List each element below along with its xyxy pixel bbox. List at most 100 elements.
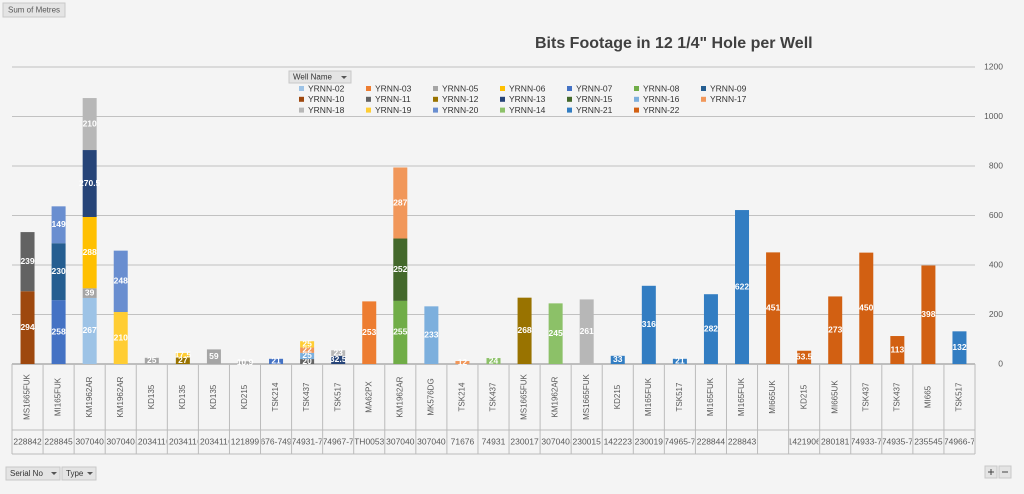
data-label: 316 [642, 319, 656, 329]
legend-label: YRNN-19 [375, 105, 412, 115]
data-label: 20 [302, 356, 312, 366]
bar-segment [797, 350, 812, 364]
legend-label: YRNN-18 [308, 105, 345, 115]
y-tick-label: 400 [989, 259, 1003, 269]
data-label: 294 [20, 322, 34, 332]
row-field-button[interactable]: Type [61, 466, 97, 481]
x-group-label: 13070408 [537, 436, 575, 446]
x-tick-label: TSK517 [955, 382, 964, 411]
data-label: 398 [921, 309, 935, 319]
bar-segment [735, 210, 750, 364]
data-label: 22 [302, 344, 312, 354]
bar-segment [20, 232, 35, 292]
data-label: 230 [52, 266, 66, 276]
x-group-label: 228845 [44, 436, 73, 446]
chart-title: Bits Footage in 12 1/4" Hole per Well [535, 35, 813, 52]
x-tick-label: KM1962AR [116, 376, 125, 417]
bar-segment [455, 361, 470, 364]
x-tick-label: MA62PX [364, 381, 373, 413]
x-group-label: 121899 [231, 436, 260, 446]
data-label: 149 [52, 219, 66, 229]
bar-segment [486, 358, 501, 364]
x-tick-label: TSK437 [489, 382, 498, 411]
data-label: 210 [114, 332, 128, 342]
data-label: 10.9 [237, 357, 254, 367]
x-group-label: 74931 [482, 436, 506, 446]
button-bg [61, 466, 97, 481]
bar-segment [269, 358, 284, 364]
bar-segment [952, 331, 967, 364]
legend-swatch [366, 86, 371, 91]
x-group-label: 13070408 [381, 436, 419, 446]
x-group-label: 228843 [728, 436, 757, 446]
bar-segment [517, 297, 532, 364]
bar-segment [393, 167, 408, 239]
bar-segment [362, 301, 377, 364]
bar-segment [82, 98, 97, 151]
legend-swatch [299, 96, 304, 102]
bar-segment [82, 297, 97, 364]
x-group-label: 12034110 [133, 436, 170, 446]
legend-field-button[interactable]: Well Name [288, 70, 352, 84]
bar-segment [144, 357, 159, 364]
x-group-label: 13070408 [412, 436, 450, 446]
x-group-label: 74965-7 [664, 436, 695, 446]
row-field-button[interactable]: Serial No [5, 466, 61, 481]
bar-segment [300, 347, 315, 353]
legend-swatch [701, 96, 706, 102]
x-group-label: 228844 [697, 436, 726, 446]
bar-segment [82, 288, 97, 298]
legend-label: YRNN-07 [576, 83, 613, 93]
data-label: 32.5 [330, 354, 347, 364]
x-group-label: 74935-7 [882, 436, 913, 446]
bar-segment [921, 265, 936, 364]
data-label: 267 [83, 325, 97, 335]
y-tick-label: 200 [989, 309, 1003, 319]
x-tick-label: KM1962AR [395, 376, 404, 417]
x-tick-label: MI665 [924, 385, 933, 408]
bar-segment [51, 243, 66, 301]
bar-segment [82, 150, 97, 217]
data-label: 451 [766, 302, 780, 312]
button-label: Serial No [10, 469, 43, 478]
button-label: Sum of Metres [8, 6, 60, 15]
expand-collapse-buttons[interactable] [984, 465, 1012, 479]
data-label: 239 [20, 256, 34, 266]
x-group-label: 1421906 [788, 436, 821, 446]
bar-segment [20, 291, 35, 364]
legend-label: YRNN-11 [375, 94, 411, 104]
x-tick-label: MI165FUK [644, 377, 653, 416]
data-label: 23 [333, 347, 343, 357]
value-field-button[interactable]: Sum of Metres [2, 2, 66, 18]
bar-segment [175, 352, 190, 358]
legend-label: YRNN-21 [576, 105, 613, 115]
data-label: 59 [209, 351, 219, 361]
data-label: 258 [52, 326, 66, 336]
bar-segment [113, 250, 128, 313]
x-group-label: 142223 [604, 436, 633, 446]
legend-label: YRNN-10 [308, 94, 345, 104]
legend-label: YRNN-15 [576, 94, 613, 104]
x-group-label: 74933-7 [851, 436, 882, 446]
button-bg [2, 2, 66, 18]
legend-swatch [500, 86, 505, 91]
data-label: 25 [302, 339, 312, 349]
x-tick-label: MK576DG [426, 378, 435, 415]
data-label: 25 [302, 350, 312, 360]
button-label: Type [66, 469, 84, 478]
x-group-label: 12034110 [195, 436, 232, 446]
legend-swatch [299, 86, 304, 91]
y-tick-label: 0 [998, 358, 1003, 368]
data-label: 21 [675, 356, 685, 366]
legend-swatch [433, 96, 438, 102]
x-group-label: 74967-7 [323, 436, 354, 446]
x-group-label: 71676 [451, 436, 475, 446]
data-label: 24 [489, 355, 499, 365]
data-label: 255 [393, 327, 407, 337]
bar-segment [300, 352, 315, 360]
legend-swatch [701, 86, 706, 91]
legend-swatch [634, 86, 639, 91]
legend-swatch [500, 107, 505, 113]
data-label: 39 [85, 287, 95, 297]
x-tick-label: MI665UK [768, 380, 777, 414]
